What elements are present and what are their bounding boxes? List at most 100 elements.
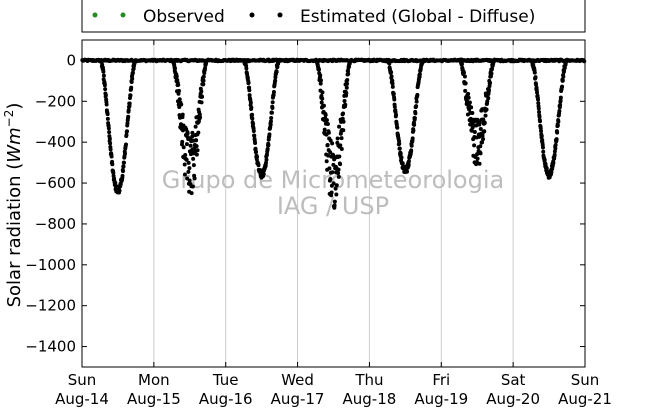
data-point (480, 140, 485, 145)
data-point (558, 95, 563, 100)
data-point (485, 99, 490, 104)
y-axis-unit-exp: −2 (2, 110, 16, 128)
data-point (492, 58, 497, 63)
data-point (412, 116, 417, 121)
data-point (555, 123, 560, 128)
data-point (121, 169, 126, 174)
data-point (255, 154, 260, 159)
data-point (420, 58, 425, 63)
data-point (338, 162, 343, 167)
data-point (316, 67, 321, 72)
data-point (192, 176, 197, 181)
data-point (122, 160, 127, 165)
data-point (341, 111, 346, 116)
data-point (582, 59, 587, 64)
data-point (478, 151, 483, 156)
data-point (107, 136, 112, 141)
data-point (252, 133, 257, 138)
data-point (110, 162, 115, 167)
data-point (244, 66, 249, 71)
data-point (196, 130, 201, 135)
data-point (334, 192, 339, 197)
data-point (274, 69, 279, 74)
x-tick-label-day: Wed (281, 371, 314, 389)
data-point (558, 103, 563, 108)
data-point (337, 124, 342, 129)
data-point (555, 130, 560, 135)
data-point (322, 127, 327, 132)
data-point (187, 166, 192, 171)
data-point (319, 100, 324, 105)
data-point (536, 106, 541, 111)
x-tick-label-date: Aug-21 (558, 390, 612, 408)
data-point (470, 110, 475, 115)
data-point (537, 110, 542, 115)
x-tick-label-date: Aug-16 (199, 390, 253, 408)
data-point (256, 163, 261, 168)
y-axis-label-text: Solar radiation (4, 175, 25, 307)
data-point (390, 84, 395, 89)
data-point (335, 136, 340, 141)
data-point (551, 160, 556, 165)
data-point (177, 97, 182, 102)
data-point (248, 100, 253, 105)
data-point (415, 92, 420, 97)
data-point (536, 97, 541, 102)
data-point (201, 78, 206, 83)
data-point (102, 83, 107, 88)
data-point (191, 163, 196, 168)
legend-observed-marker (92, 12, 98, 18)
data-point (417, 72, 422, 77)
data-point (180, 112, 185, 117)
data-point (268, 119, 273, 124)
data-point (176, 88, 181, 93)
data-points (80, 57, 587, 210)
y-axis: 0 −200 −400 −600 −800 −1000 −1200 −1400 (25, 51, 585, 356)
data-point (561, 74, 566, 79)
data-point (564, 58, 569, 63)
data-point (189, 191, 194, 196)
data-point (251, 128, 256, 133)
data-point (540, 145, 545, 150)
data-point (99, 59, 104, 64)
data-point (466, 91, 471, 96)
data-point (414, 104, 419, 109)
data-point (101, 69, 106, 74)
data-point (321, 103, 326, 108)
data-point (344, 85, 349, 90)
data-point (179, 102, 184, 107)
data-point (320, 96, 325, 101)
data-point (346, 71, 351, 76)
data-point (261, 172, 266, 177)
data-point (484, 107, 489, 112)
data-point (472, 130, 477, 135)
legend-observed-marker (120, 12, 126, 18)
data-point (106, 126, 111, 131)
data-point (176, 82, 181, 87)
plot-frame (81, 39, 586, 368)
data-point (253, 140, 258, 145)
data-point (536, 101, 541, 106)
data-point (397, 146, 402, 151)
data-point (183, 152, 188, 157)
data-point (125, 121, 130, 126)
data-point (538, 119, 543, 124)
data-point (182, 162, 187, 167)
data-point (113, 180, 118, 185)
data-point (190, 130, 195, 135)
data-point (472, 143, 477, 148)
data-point (105, 112, 110, 117)
data-point (203, 66, 208, 71)
y-tick-label: −600 (35, 174, 76, 192)
data-point (124, 132, 129, 137)
y-tick-label: −800 (35, 215, 76, 233)
data-point (123, 151, 128, 156)
data-point (469, 105, 474, 110)
data-point (180, 128, 185, 133)
y-tick-label: −200 (35, 92, 76, 110)
data-point (336, 174, 341, 179)
data-point (201, 74, 206, 79)
data-point (185, 131, 190, 136)
x-tick-label-day: Sat (501, 371, 526, 389)
